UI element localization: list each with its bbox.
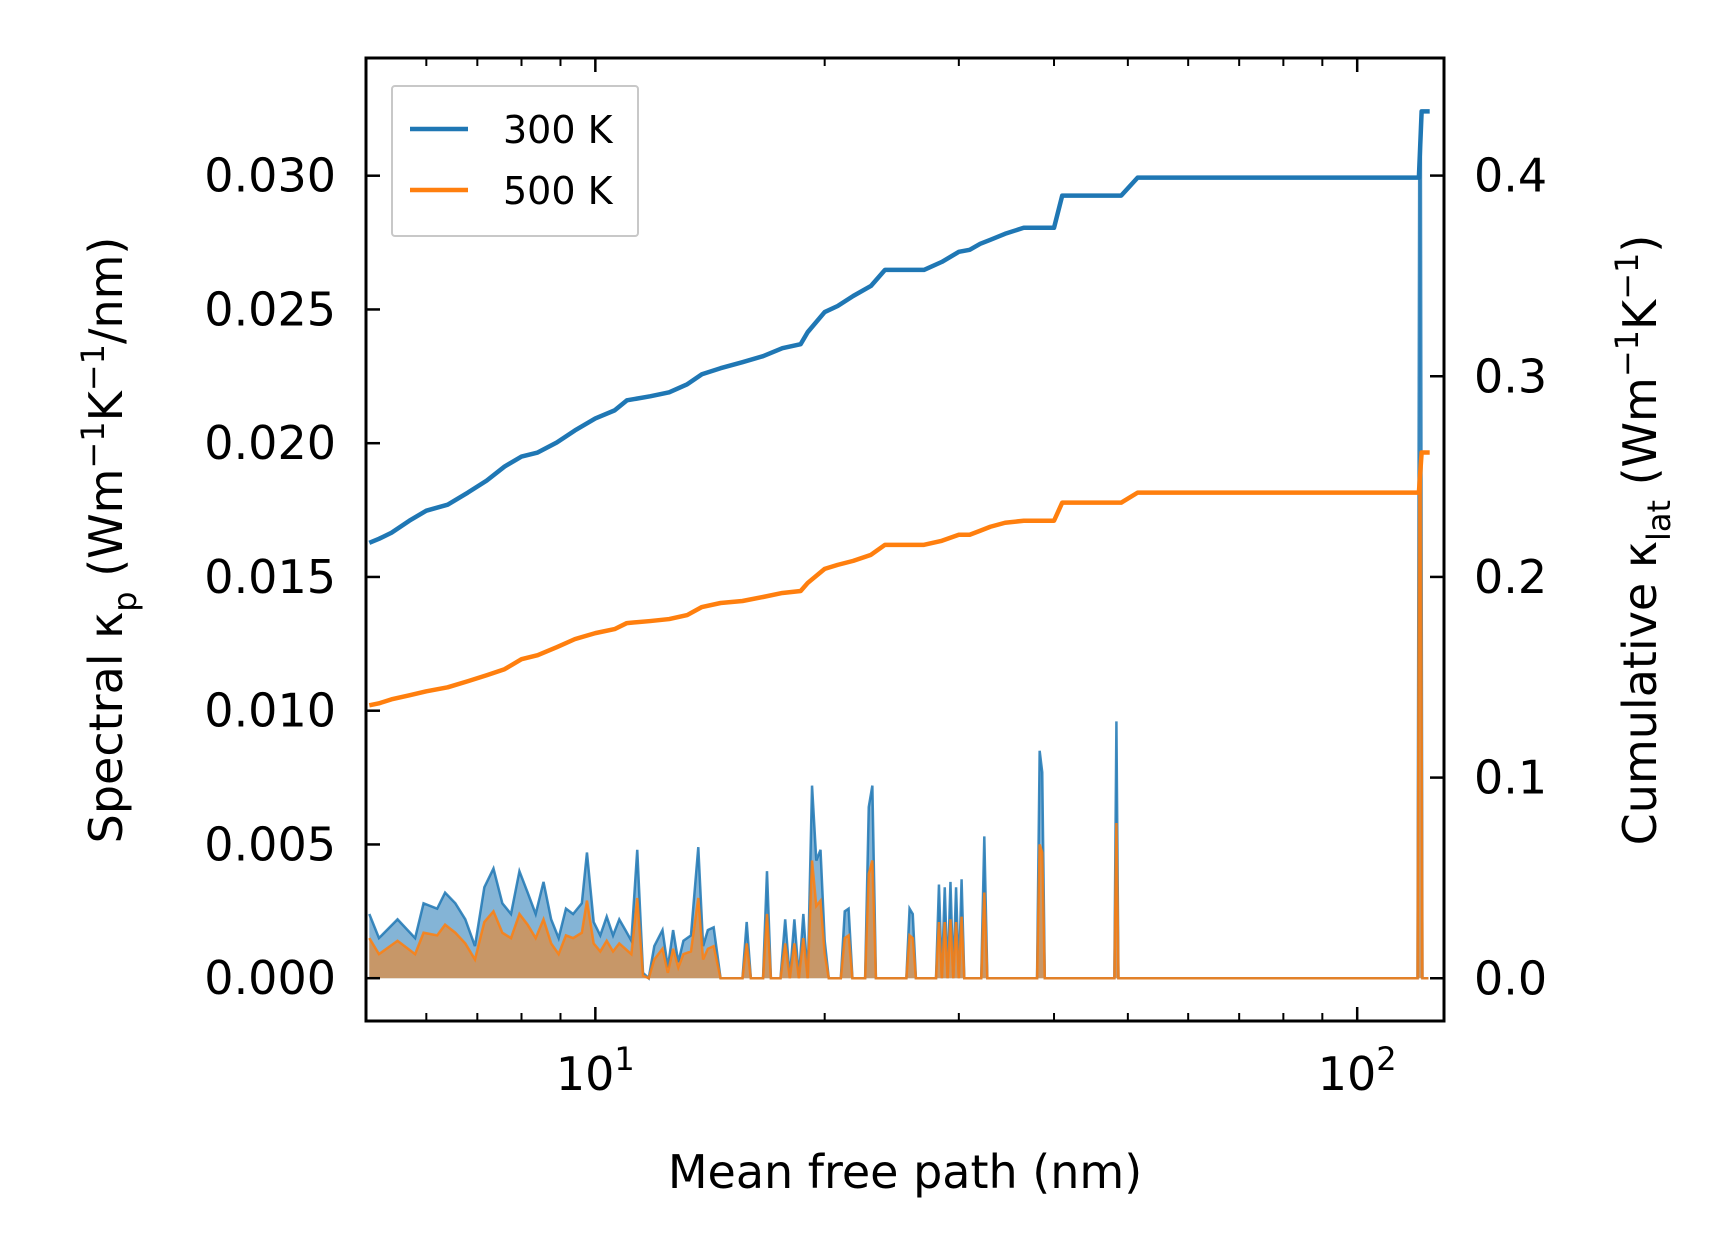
cumulative-line-300k — [368, 109, 1430, 545]
y-left-tick-label: 0.020 — [204, 416, 336, 470]
y-left-tick-label: 0.030 — [204, 149, 336, 203]
plot-frame — [364, 56, 1446, 1023]
spectral-line-300k — [368, 122, 1429, 981]
legend: 300 K 500 K — [391, 85, 639, 237]
cumulative-line-500k — [368, 450, 1430, 708]
y-axis-left-title: Spectral κp (Wm−1K−1/nm) — [74, 237, 144, 844]
x-axis-title: Mean free path (nm) — [668, 1145, 1142, 1199]
y-left-tick-label: 0.010 — [204, 684, 336, 738]
y-right-tick-label: 0.3 — [1474, 349, 1547, 403]
legend-label-500k: 500 K — [503, 169, 614, 213]
y-left-tick-label: 0.000 — [204, 951, 336, 1005]
y-right-tick-label: 0.0 — [1474, 951, 1547, 1005]
legend-label-300k: 300 K — [503, 108, 614, 152]
x-tick-label: 101 — [556, 1040, 635, 1101]
y-right-tick-label: 0.2 — [1474, 550, 1547, 604]
y-left-tick-label: 0.025 — [204, 282, 336, 336]
y-left-tick-label: 0.015 — [204, 550, 336, 604]
spectral-area-300k — [369, 122, 1429, 979]
x-tick-label: 102 — [1318, 1040, 1397, 1101]
plot-area — [368, 109, 1430, 981]
y-right-tick-label: 0.1 — [1474, 751, 1547, 805]
spectral-line-500k — [368, 456, 1429, 980]
y-axis-right-title: Cumulative κlat (Wm−1K−1) — [1608, 235, 1678, 846]
axis-ticks: 101 1020.0000.0050.0100.0150.0200.0250.03… — [204, 58, 1547, 1101]
y-left-tick-label: 0.005 — [204, 817, 336, 871]
y-right-tick-label: 0.4 — [1474, 149, 1547, 203]
legend-box — [391, 85, 639, 237]
